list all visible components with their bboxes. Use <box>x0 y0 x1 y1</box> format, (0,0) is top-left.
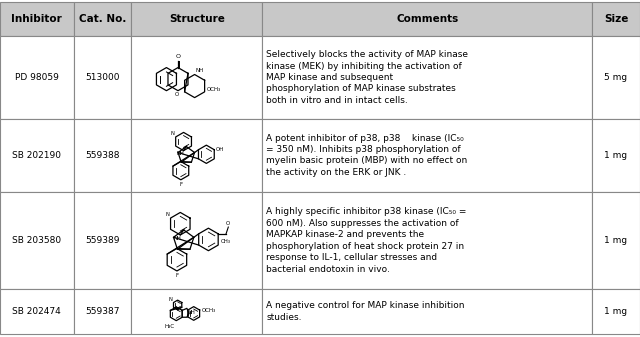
Bar <box>592 192 640 289</box>
Bar <box>131 192 262 289</box>
Text: N: N <box>166 212 170 217</box>
Bar <box>131 36 262 119</box>
Text: Inhibitor: Inhibitor <box>12 14 62 24</box>
Bar <box>74 36 131 119</box>
Text: A negative control for MAP kinase inhibition
studies.: A negative control for MAP kinase inhibi… <box>266 301 465 322</box>
Text: 5 mg: 5 mg <box>604 73 628 82</box>
Bar <box>0 36 74 119</box>
Text: SB 202190: SB 202190 <box>12 151 61 160</box>
Text: NH: NH <box>174 237 182 242</box>
Text: OCH₃: OCH₃ <box>207 87 221 92</box>
Text: O: O <box>175 92 179 97</box>
Bar <box>74 2 131 36</box>
Text: CH₃: CH₃ <box>221 240 231 244</box>
Text: N: N <box>168 297 173 302</box>
Text: SB 202474: SB 202474 <box>12 307 61 316</box>
Bar <box>592 119 640 192</box>
Bar <box>592 36 640 119</box>
Bar <box>74 289 131 334</box>
Text: Structure: Structure <box>169 14 225 24</box>
Bar <box>262 289 592 334</box>
Bar <box>131 119 262 192</box>
Bar <box>74 119 131 192</box>
Bar <box>74 192 131 289</box>
Text: OCH₃: OCH₃ <box>202 308 216 312</box>
Bar <box>262 192 592 289</box>
Text: NH: NH <box>188 310 196 315</box>
Text: OH: OH <box>216 147 225 152</box>
Bar <box>0 289 74 334</box>
Bar <box>131 2 262 36</box>
Bar <box>0 119 74 192</box>
Text: Cat. No.: Cat. No. <box>79 14 126 24</box>
Bar <box>262 36 592 119</box>
Bar <box>131 289 262 334</box>
Text: A highly specific inhibitor p38 kinase (IC₅₀ =
600 nM). Also suppresses the acti: A highly specific inhibitor p38 kinase (… <box>266 208 467 274</box>
Text: 559388: 559388 <box>85 151 120 160</box>
Text: 1 mg: 1 mg <box>604 151 628 160</box>
Text: H₃C: H₃C <box>164 324 174 329</box>
Text: F: F <box>179 182 182 187</box>
Bar <box>262 119 592 192</box>
Text: SB 203580: SB 203580 <box>12 236 61 245</box>
Text: N: N <box>171 131 175 136</box>
Bar <box>262 2 592 36</box>
Text: NH: NH <box>177 151 184 156</box>
Text: A potent inhibitor of p38, p38    kinase (IC₅₀
= 350 nM). Inhibits p38 phosphory: A potent inhibitor of p38, p38 kinase (I… <box>266 133 468 177</box>
Text: 1 mg: 1 mg <box>604 307 628 316</box>
Text: Selectively blocks the activity of MAP kinase
kinase (MEK) by inhibiting the act: Selectively blocks the activity of MAP k… <box>266 50 468 105</box>
Bar <box>0 2 74 36</box>
Text: O: O <box>226 220 230 225</box>
Text: Size: Size <box>604 14 628 24</box>
Text: Comments: Comments <box>396 14 458 24</box>
Text: F: F <box>175 273 179 278</box>
Text: 559387: 559387 <box>85 307 120 316</box>
Text: 1 mg: 1 mg <box>604 236 628 245</box>
Bar <box>0 192 74 289</box>
Text: O: O <box>175 54 180 59</box>
Bar <box>592 2 640 36</box>
Text: 559389: 559389 <box>85 236 120 245</box>
Text: 513000: 513000 <box>85 73 120 82</box>
Bar <box>592 289 640 334</box>
Text: NH: NH <box>196 68 204 73</box>
Text: PD 98059: PD 98059 <box>15 73 59 82</box>
